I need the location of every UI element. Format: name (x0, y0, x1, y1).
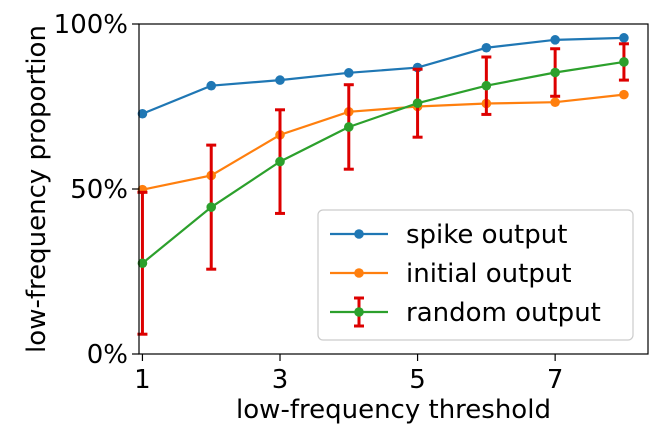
point-random-output-3 (275, 156, 285, 167)
legend-item-initial-output: initial output (330, 259, 572, 289)
x-tick-label-1: 1 (134, 365, 151, 395)
point-random-output-2 (206, 202, 217, 212)
point-random-output-1 (137, 258, 148, 269)
plot-area (137, 33, 629, 336)
legend-marker-random-output (354, 307, 364, 317)
point-random-output-6 (481, 80, 492, 91)
series-spike-output (137, 33, 629, 119)
series-line-spike-output (142, 36, 624, 115)
point-spike-output-4 (343, 68, 354, 78)
x-axis-label: low-frequency threshold (236, 395, 551, 425)
legend-item-random-output: random output (330, 296, 601, 328)
legend-label-spike-output: spike output (406, 220, 567, 250)
y-tick-label-0: 0% (87, 340, 128, 370)
point-spike-output-2 (206, 80, 217, 91)
legend-box (317, 209, 634, 341)
point-initial-output-8 (619, 89, 629, 100)
legend-item-spike-output: spike output (330, 220, 567, 250)
x-tick-label-5: 5 (409, 365, 426, 395)
point-random-output-4 (343, 122, 354, 132)
legend-marker-initial-output (354, 268, 364, 278)
point-random-output-7 (550, 67, 560, 78)
point-spike-output-6 (481, 42, 492, 53)
x-tick-label-3: 3 (272, 365, 289, 395)
series-line-random-output (141, 60, 625, 265)
legend: spike output initial output random output (317, 209, 634, 341)
x-tick-label-7: 7 (547, 365, 564, 395)
point-spike-output-8 (619, 33, 629, 43)
series-random-output (137, 42, 629, 336)
point-random-output-8 (619, 57, 629, 67)
y-tick-label-50: 50% (70, 175, 128, 205)
y-axis-label: low-frequency proportion (22, 25, 52, 353)
point-spike-output-3 (275, 75, 285, 85)
point-spike-output-7 (550, 35, 560, 45)
legend-label-initial-output: initial output (406, 259, 572, 289)
series-line-initial-output (142, 93, 625, 191)
legend-label-random-output: random output (406, 298, 601, 328)
y-tick-label-100: 100% (54, 10, 128, 40)
point-spike-output-1 (137, 108, 148, 119)
point-random-output-5 (412, 98, 423, 108)
axis-ticks: 1 3 5 7 0% 50% 100% (54, 10, 564, 395)
legend-marker-spike-output (354, 229, 364, 239)
point-initial-output-7 (550, 97, 560, 108)
